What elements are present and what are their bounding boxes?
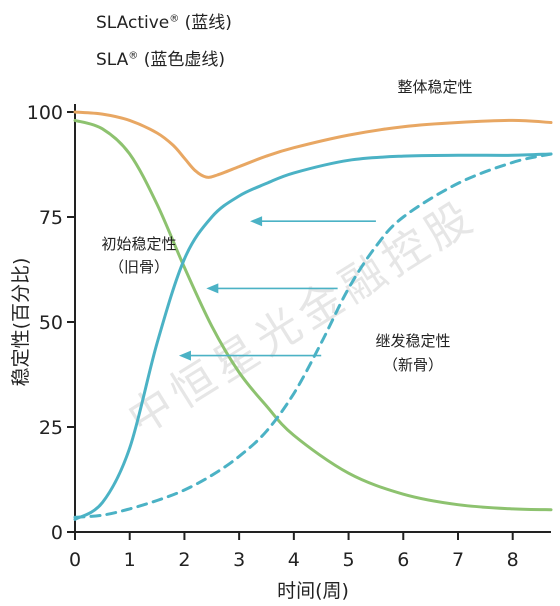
series-line-sla <box>73 152 553 519</box>
x-tick-label-7: 7 <box>452 549 464 571</box>
annotation-secondary-line2: （新骨） <box>383 356 443 374</box>
arrow-head-2 <box>178 350 191 361</box>
series-line-overall <box>73 110 553 179</box>
arrow-head-1 <box>206 283 219 294</box>
annotation-primary-line2: （旧骨） <box>109 258 169 276</box>
legend-sla: SLA® (蓝色虚线) <box>96 45 225 70</box>
x-axis-label: 时间(周) <box>277 580 349 602</box>
x-tick-label-5: 5 <box>343 549 355 571</box>
legend-slactive-mark: ® <box>169 13 180 25</box>
y-tick-label-3: 75 <box>39 207 63 229</box>
x-tick-label-2: 2 <box>178 549 190 571</box>
legend-sla-name: SLA <box>96 50 129 70</box>
x-tick-label-0: 0 <box>69 549 81 571</box>
x-tick-label-1: 1 <box>124 549 136 571</box>
watermark-text: 中恒星光金融控股 <box>119 190 485 445</box>
y-tick-label-2: 50 <box>39 312 63 334</box>
y-tick-label-4: 100 <box>27 102 63 124</box>
arrow-head-0 <box>250 216 263 227</box>
legend-slactive-name: SLActive <box>96 13 170 33</box>
annotation-primary-line1: 初始稳定性 <box>101 235 176 253</box>
legend-slactive: SLActive® (蓝线) <box>96 8 232 33</box>
series-line-slactive <box>73 152 553 521</box>
legend-sla-mark: ® <box>128 50 139 62</box>
x-tick-label-4: 4 <box>288 549 300 571</box>
y-axis-label: 稳定性(百分比) <box>10 258 32 387</box>
x-tick-label-3: 3 <box>233 549 245 571</box>
x-tick-label-6: 6 <box>397 549 409 571</box>
y-tick-label-0: 0 <box>51 522 63 544</box>
legend-slactive-suffix: (蓝线) <box>179 13 232 33</box>
y-tick-label-1: 25 <box>39 417 63 439</box>
annotation-secondary-line1: 继发稳定性 <box>375 332 450 350</box>
series-line-primary <box>73 118 553 512</box>
annotation-overall: 整体稳定性 <box>397 78 472 96</box>
x-tick-label-8: 8 <box>507 549 519 571</box>
legend-sla-suffix: (蓝色虚线) <box>138 50 225 70</box>
